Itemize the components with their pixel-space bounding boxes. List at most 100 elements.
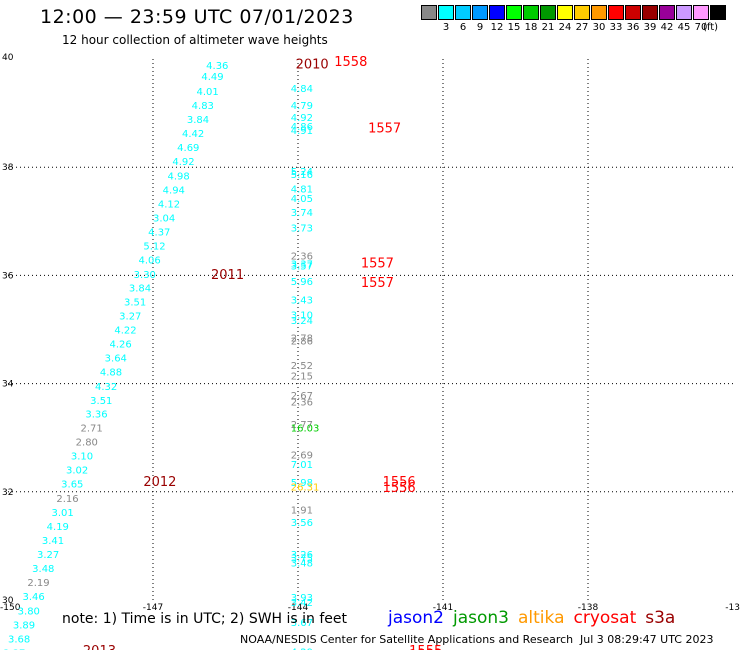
satellite-legend: jason2 jason3 altika cryosat s3a <box>388 608 684 628</box>
x-tick-label: -144 <box>288 603 309 613</box>
legend-swatch <box>659 5 675 20</box>
x-tick-label: -150 <box>0 603 21 613</box>
satellite-label-jason2: jason2 <box>388 608 444 628</box>
wave-height-value: 2.86 <box>291 336 313 347</box>
wave-height-value: 2.19 <box>27 578 49 589</box>
y-tick-label: 38 <box>2 163 14 173</box>
wave-height-value: 2.52 <box>291 361 313 372</box>
wave-height-value: 3.10 <box>71 452 93 463</box>
satellite-label-cryosat: cryosat <box>573 608 637 628</box>
wave-height-value: 3.10 <box>291 310 313 321</box>
legend-swatch <box>608 5 624 20</box>
x-tick-label: -138 <box>578 603 599 613</box>
wave-height-value: 2.78 <box>291 334 313 345</box>
legend-label: 12 <box>490 22 504 33</box>
wave-height-value: 3.75 <box>291 553 313 564</box>
wave-height-value: 4.06 <box>139 256 161 267</box>
wave-height-value: 3.65 <box>61 480 83 491</box>
wave-height-value: 2.71 <box>81 423 103 434</box>
legend-swatch <box>421 5 437 20</box>
wave-height-value: 2.16 <box>56 494 78 505</box>
wave-height-value: 3.26 <box>291 550 313 561</box>
wave-height-value: 4.92 <box>291 113 313 124</box>
y-tick-label: 30 <box>2 596 14 606</box>
wave-height-value: 5.98 <box>291 478 313 489</box>
legend-label: 70 <box>694 22 708 33</box>
legend-swatch <box>574 5 590 20</box>
legend-label: 30 <box>592 22 606 33</box>
generation-timestamp: Jul 3 08:29:47 UTC 2023 <box>580 633 714 646</box>
wave-height-value: 5.16 <box>291 170 313 181</box>
legend-swatch <box>472 5 488 20</box>
time-label: 2010 <box>296 57 329 72</box>
wave-height-value: 3.84 <box>129 283 151 294</box>
wave-height-value: 3.46 <box>23 592 45 603</box>
wave-height-value: 2.36 <box>291 397 313 408</box>
y-tick-label: 36 <box>2 271 14 281</box>
satellite-label-s3a: s3a <box>645 608 676 628</box>
legend-label: 9 <box>476 22 484 33</box>
wave-height-value: 26.31 <box>291 482 320 493</box>
time-label: 2011 <box>211 268 244 283</box>
wave-height-value: 3.89 <box>13 620 35 631</box>
wave-height-value: 3.27 <box>119 311 141 322</box>
legend-label: 33 <box>609 22 623 33</box>
wave-height-value: 4.22 <box>114 326 136 337</box>
wave-height-value: 1.91 <box>291 506 313 517</box>
color-legend: 3 6 9 12 15 18 21 24 27 30 33 36 39 42 45 70 (ft) <box>421 5 731 37</box>
page-title: 12:00 — 23:59 UTC 07/01/2023 <box>40 6 354 28</box>
wave-height-value: 3.48 <box>291 559 313 570</box>
satellite-label-altika: altika <box>518 608 565 628</box>
legend-swatch <box>642 5 658 20</box>
wave-height-value: 4.29 <box>291 647 313 650</box>
wave-height-value: 3.93 <box>291 593 313 604</box>
legend-swatch <box>489 5 505 20</box>
wave-height-value: 5.96 <box>291 277 313 288</box>
legend-swatch <box>455 5 471 20</box>
wave-height-value: 3.64 <box>105 354 127 365</box>
wave-height-value: 3.01 <box>52 508 74 519</box>
legend-swatch <box>506 5 522 20</box>
wave-height-value: 4.94 <box>163 185 185 196</box>
time-label: 1555 <box>409 644 442 650</box>
time-label: 1558 <box>334 55 367 70</box>
wave-height-value: 3.30 <box>134 270 156 281</box>
y-tick-label: 34 <box>2 380 14 390</box>
time-label: 1556 <box>383 475 416 490</box>
time-label: 1556 <box>383 481 416 496</box>
wave-height-value: 4.69 <box>177 143 199 154</box>
wave-height-value: 4.92 <box>172 157 194 168</box>
wave-height-value: 2.36 <box>291 251 313 262</box>
legend-swatch <box>591 5 607 20</box>
y-tick-label: 40 <box>2 53 14 63</box>
wave-height-value: 4.37 <box>148 228 170 239</box>
x-tick-label: -141 <box>433 603 453 613</box>
wave-height-value: 3.48 <box>32 564 54 575</box>
legend-swatch <box>438 5 454 20</box>
time-label: 1557 <box>361 276 394 291</box>
wave-height-value: 4.19 <box>47 522 69 533</box>
wave-height-value: 4.91 <box>291 126 313 137</box>
wave-height-value: 4.88 <box>100 368 122 379</box>
wave-height-value: 4.12 <box>158 199 180 210</box>
legend-swatch <box>676 5 692 20</box>
wave-height-value: 4.81 <box>291 184 313 195</box>
wave-height-value: 3.24 <box>291 316 313 327</box>
legend-label: 39 <box>643 22 657 33</box>
wave-height-value: 2.69 <box>291 450 313 461</box>
legend-label: 36 <box>626 22 640 33</box>
legend-label: 24 <box>558 22 572 33</box>
time-label: 2012 <box>143 475 176 490</box>
wave-height-value: 3.80 <box>18 606 40 617</box>
satellite-label-jason3: jason3 <box>453 608 509 628</box>
wave-height-value: 3.41 <box>42 536 64 547</box>
wave-height-value: 4.32 <box>95 382 117 393</box>
legend-label: 42 <box>660 22 674 33</box>
legend-label: 27 <box>575 22 589 33</box>
wave-height-value: 3.04 <box>153 214 175 225</box>
wave-height-value: 4.86 <box>291 122 313 133</box>
wave-height-value: 3.43 <box>291 296 313 307</box>
time-label: 1555 <box>409 648 442 650</box>
legend-label: 21 <box>541 22 555 33</box>
